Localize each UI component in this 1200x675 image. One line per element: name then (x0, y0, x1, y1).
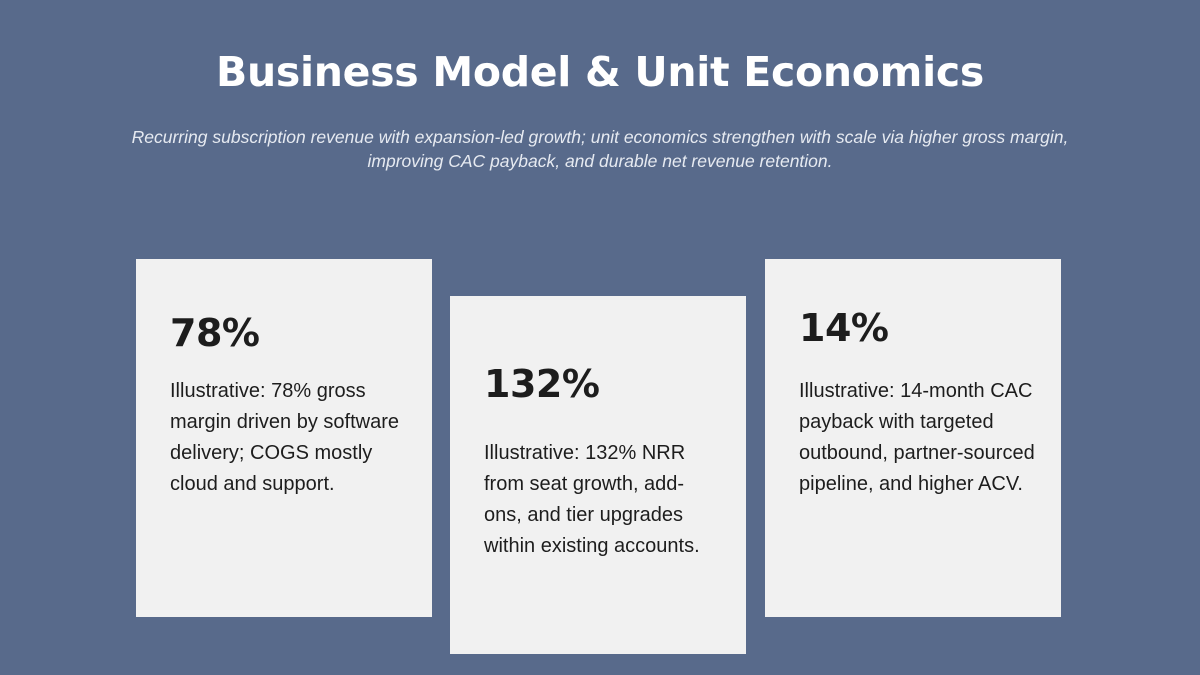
metric-card-cac-payback: 14% Illustrative: 14-month CAC payback w… (765, 259, 1061, 617)
metric-value: 14% (799, 306, 889, 350)
metric-value: 132% (484, 362, 600, 406)
page-title: Business Model & Unit Economics (216, 48, 984, 96)
metric-value: 78% (170, 311, 260, 355)
page-subtitle: Recurring subscription revenue with expa… (131, 127, 1069, 171)
metric-description: Illustrative: 14-month CAC payback with … (799, 380, 1035, 495)
metric-description: Illustrative: 78% gross margin driven by… (170, 380, 399, 495)
metric-description: Illustrative: 132% NRR from seat growth,… (484, 442, 700, 557)
metric-card-nrr: 132% Illustrative: 132% NRR from seat gr… (450, 296, 746, 654)
metric-card-gross-margin: 78% Illustrative: 78% gross margin drive… (136, 259, 432, 617)
